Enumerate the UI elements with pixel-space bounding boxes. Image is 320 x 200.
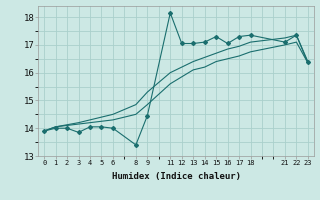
X-axis label: Humidex (Indice chaleur): Humidex (Indice chaleur) (111, 172, 241, 181)
